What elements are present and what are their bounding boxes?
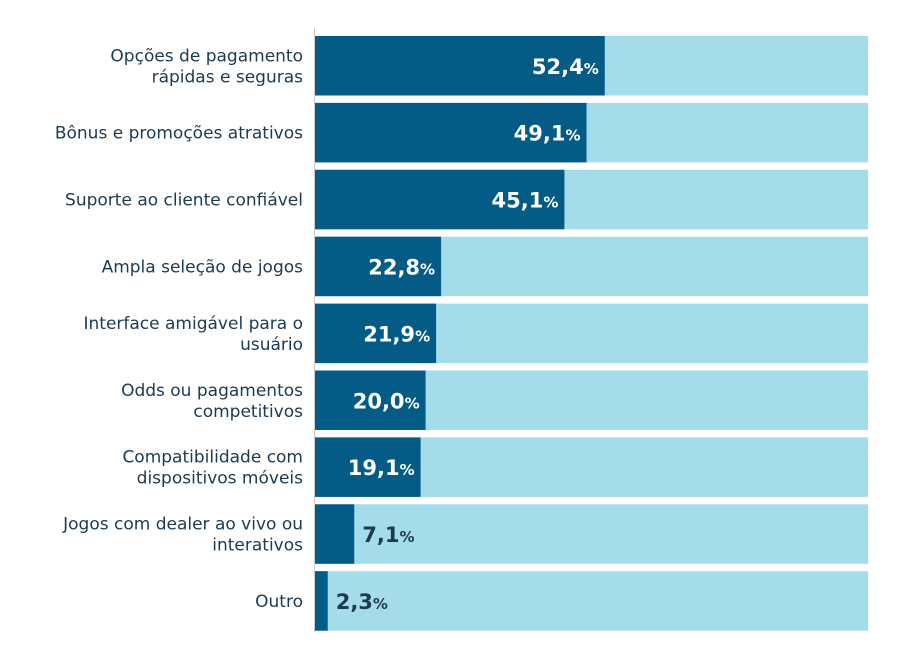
data-label-value: 21,9 <box>363 322 415 346</box>
category-label: Bônus e promoções atrativos <box>55 124 303 144</box>
data-label-unit: % <box>373 595 388 613</box>
category-label-line: dispositivos móveis <box>137 469 303 489</box>
bar <box>315 102 587 163</box>
category-label-line: usuário <box>240 335 303 355</box>
category-label-line: Compatibilidade com <box>122 448 303 468</box>
category-label-line: Suporte ao cliente confiável <box>65 191 303 211</box>
data-label-unit: % <box>584 60 599 78</box>
category-label: Jogos com dealer ao vivo ou interativos <box>62 515 303 556</box>
category-label-line: Odds ou pagamentos <box>121 381 303 401</box>
category-label: Opções de pagamento rápidas e seguras <box>110 46 303 87</box>
data-label-unit: % <box>565 127 580 145</box>
data-label-value: 52,4 <box>532 55 584 79</box>
data-label: 19,1% <box>348 456 415 480</box>
data-label: 7,1% <box>362 523 414 547</box>
data-label-value: 49,1 <box>514 122 566 146</box>
data-label-unit: % <box>420 260 435 278</box>
category-label-line: interativos <box>212 536 303 556</box>
category-label-line: Bônus e promoções atrativos <box>55 124 303 144</box>
category-label: Suporte ao cliente confiável <box>65 191 303 211</box>
data-label-value: 7,1 <box>362 523 399 547</box>
data-label-unit: % <box>415 327 430 345</box>
category-label: Interface amigável para o usuário <box>84 314 304 355</box>
bar <box>315 36 605 96</box>
category-label-line: Outro <box>255 592 303 612</box>
category-label: Outro <box>255 592 303 612</box>
data-label: 45,1% <box>492 189 559 213</box>
category-label-line: Jogos com dealer ao vivo ou <box>62 515 303 535</box>
bar <box>315 437 421 497</box>
category-label: Odds ou pagamentos competitivos <box>121 381 303 422</box>
data-label: 21,9% <box>363 322 430 346</box>
category-label: Ampla seleção de jogos <box>102 257 304 277</box>
bar <box>315 169 565 230</box>
data-label-value: 19,1 <box>348 456 400 480</box>
data-label: 52,4% <box>532 55 599 79</box>
bar-track <box>315 504 868 564</box>
data-label-value: 22,8 <box>368 255 420 279</box>
data-label-value: 45,1 <box>492 189 544 213</box>
bar <box>315 303 437 364</box>
bar <box>315 236 442 297</box>
bar-track <box>315 571 868 631</box>
category-label-line: Opções de pagamento <box>110 46 303 66</box>
bar <box>315 571 328 631</box>
data-label-value: 2,3 <box>336 590 373 614</box>
category-label-line: Ampla seleção de jogos <box>102 257 304 277</box>
data-label: 2,3% <box>336 590 388 614</box>
data-label-unit: % <box>543 194 558 212</box>
bar <box>315 504 355 564</box>
category-label-line: competitivos <box>193 402 303 422</box>
category-label-line: rápidas e seguras <box>152 67 304 87</box>
data-label-unit: % <box>405 394 420 412</box>
data-label: 20,0% <box>353 389 420 413</box>
category-label: Compatibilidade com dispositivos móveis <box>122 448 303 489</box>
data-label-unit: % <box>400 461 415 479</box>
bar <box>315 370 426 430</box>
data-label-value: 20,0 <box>353 389 405 413</box>
data-label: 22,8% <box>368 255 435 279</box>
data-label: 49,1% <box>514 122 581 146</box>
bars-group: Opções de pagamento rápidas e seguras 52,4… <box>55 36 868 631</box>
category-label-line: Interface amigável para o <box>84 314 304 334</box>
data-label-unit: % <box>399 528 414 546</box>
